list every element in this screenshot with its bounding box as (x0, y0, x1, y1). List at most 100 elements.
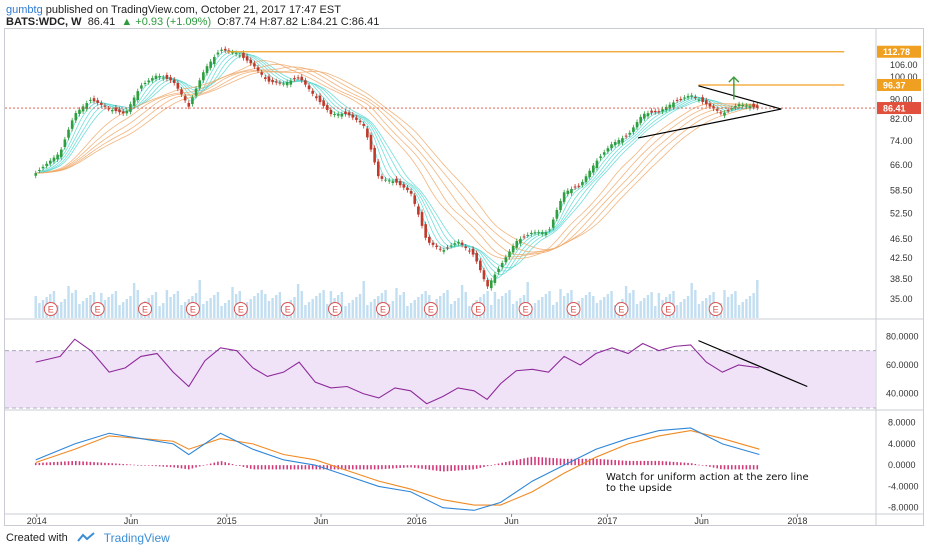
candle-body (599, 156, 602, 159)
macd-histogram-bar (745, 465, 748, 470)
volume-bar (417, 297, 420, 318)
volume-bar (439, 296, 442, 318)
volume-bar (504, 293, 508, 318)
candle-body (187, 103, 191, 107)
macd-histogram-bar (64, 461, 66, 466)
candle-body (424, 224, 427, 238)
macd-histogram-bar (734, 465, 737, 470)
candle-body (191, 97, 194, 105)
macd-histogram-bar (432, 465, 434, 471)
candle-body (471, 248, 475, 255)
volume-bar (358, 294, 362, 318)
macd-histogram-bar (268, 465, 270, 470)
rsi-tick-label: 80.0000 (886, 331, 919, 341)
macd-histogram-bar (293, 465, 296, 470)
candle-body (595, 160, 599, 169)
macd-histogram-bar (326, 465, 329, 470)
macd-histogram-bar (490, 465, 493, 466)
macd-histogram-bar (330, 465, 332, 470)
candle-body (249, 59, 253, 64)
candle-body (475, 252, 478, 262)
earnings-marker-label: E (713, 305, 719, 315)
candle-body (668, 104, 672, 109)
rsi-trendline (698, 340, 808, 388)
volume-bar (253, 296, 256, 318)
macd-histogram-bar (348, 465, 350, 470)
candle-body (325, 105, 329, 110)
candle-body (522, 236, 526, 238)
macd-histogram-bar (537, 457, 540, 466)
volume-bar (132, 283, 136, 318)
earnings-marker-label: E (142, 305, 148, 315)
volume-bar (125, 299, 129, 318)
macd-histogram-bar (709, 465, 711, 467)
earnings-marker (185, 302, 200, 316)
earnings-marker-label: E (285, 305, 291, 315)
macd-histogram-bar (140, 465, 143, 466)
macd-histogram-bar (738, 465, 740, 470)
macd-histogram-bar (144, 465, 146, 466)
macd-histogram-bar (264, 465, 267, 470)
time-tick-label: Jun (124, 516, 139, 526)
candle-body (643, 113, 646, 119)
candle-body (373, 147, 376, 163)
candle-body (657, 111, 661, 113)
macd-histogram-bar (727, 465, 729, 470)
tradingview-brand[interactable]: TradingView (103, 531, 170, 545)
time-tick-label: 2018 (787, 516, 807, 526)
price-chart[interactable]: 2014 Jun 2015 Jun 2016 Jun 2017 Jun 2018 E E E E E E E E… (0, 0, 932, 530)
volume-bar (118, 305, 121, 318)
ma-ribbon-slow-line (35, 63, 758, 258)
volume-bar (464, 292, 467, 318)
macd-histogram-bar (559, 458, 562, 466)
candle-body (537, 232, 540, 234)
macd-histogram-bar (632, 460, 635, 466)
macd-histogram-bar (712, 465, 715, 468)
macd-histogram-bar (494, 464, 496, 466)
earnings-marker-label: E (48, 305, 54, 315)
symbol-name: BATS:WDC, W (6, 16, 82, 28)
candle-body (588, 170, 591, 178)
price-tick-label: 52.50 (890, 208, 913, 218)
candle-body (584, 176, 588, 182)
earnings-marker-label: E (238, 305, 244, 315)
macd-histogram-bar (676, 462, 678, 466)
candle-body (140, 85, 143, 89)
volume-bar (632, 290, 635, 318)
volume-bar (183, 302, 187, 318)
candle-body (734, 106, 737, 108)
macd-histogram-bar (548, 457, 551, 466)
volume-bar (158, 306, 161, 318)
candle-body (482, 270, 486, 280)
macd-tick-label: 4.0000 (888, 439, 916, 449)
macd-histogram-bar (180, 465, 183, 469)
volume-bar (256, 293, 260, 318)
macd-histogram-bar (508, 461, 511, 466)
volume-bar (552, 305, 555, 318)
candle-body (639, 116, 642, 123)
macd-histogram-bar (322, 465, 325, 470)
macd-histogram-bar (410, 465, 412, 468)
volume-bar (340, 292, 344, 318)
volume-bar (726, 297, 730, 318)
earnings-marker (518, 302, 533, 316)
volume-bar (85, 298, 88, 318)
macd-histogram-bar (683, 462, 686, 466)
earnings-marker (471, 302, 486, 316)
author-name[interactable]: gumbtg (6, 4, 43, 16)
macd-histogram-bar (756, 465, 759, 470)
macd-histogram-bar (603, 459, 606, 466)
candle-body (544, 232, 548, 235)
macd-histogram-bar (151, 465, 154, 466)
candle-body (464, 246, 468, 249)
candle-body (457, 241, 460, 244)
volume-bar (635, 304, 639, 318)
volume-bar (67, 286, 70, 318)
volume-bar (533, 303, 537, 318)
price-label-box (877, 102, 921, 115)
candle-body (752, 103, 755, 107)
volume-bar (369, 302, 373, 318)
candle-body (358, 120, 362, 123)
candle-body (592, 165, 595, 173)
macd-histogram-bar (224, 462, 227, 466)
